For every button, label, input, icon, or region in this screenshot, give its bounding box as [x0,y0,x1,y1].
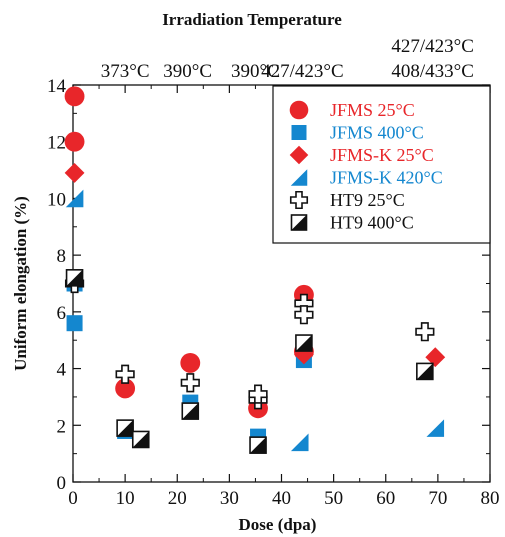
x-tick-label: 50 [324,488,343,509]
temperature-annotation: 408/433°C [391,61,474,82]
point-square [66,315,83,332]
point-halfsquare [249,436,267,454]
legend-marker-cross [289,190,309,210]
x-tick-label: 30 [220,488,239,509]
x-axis-label: Dose (dpa) [239,515,317,534]
temperature-annotation: 373°C [101,61,150,82]
temperature-annotation: 427/423°C [391,36,474,57]
point-cross [294,305,314,325]
y-axis-label: Uniform elongation (%) [11,196,30,371]
y-tick-label: 12 [47,133,66,154]
legend-marker-circle [289,100,309,120]
point-circle [180,352,201,373]
x-tick-label: 80 [481,488,500,509]
point-circle [64,131,85,152]
y-tick-label: 14 [47,76,67,97]
legend-marker-diamond [289,145,309,165]
point-halfsquare [65,269,84,287]
point-halfsquare [116,419,134,437]
point-triangle [65,189,84,208]
x-tick-label: 60 [376,488,395,509]
legend-label: JFMS 25°C [330,100,415,120]
x-tick-label: 20 [168,488,187,509]
point-cross [415,322,435,342]
point-cross [180,373,200,393]
legend-label: JFMS 400°C [330,123,424,143]
x-tick-label: 0 [68,488,78,509]
legend-marker-triangle [290,169,308,186]
y-tick-label: 6 [57,303,67,324]
temperature-annotation: 390°C [163,61,212,82]
y-tick-label: 0 [57,473,67,494]
point-cross [115,364,135,384]
y-tick-label: 4 [57,360,67,381]
temperature-annotation: 390°C [231,61,280,82]
legend-label: JFMS-K 420°C [330,168,443,188]
legend-label: HT9 400°C [330,213,414,233]
point-triangle [426,419,445,437]
x-tick-label: 10 [116,488,135,509]
point-diamond [425,347,446,368]
y-tick-label: 2 [57,416,67,437]
point-halfsquare [181,402,200,420]
top-axis-label: Irradiation Temperature [162,10,342,29]
legend-marker-square [291,125,307,140]
point-circle [64,86,85,107]
x-tick-label: 70 [428,488,447,509]
point-triangle [290,433,309,452]
legend-marker-halfsquare [290,214,308,231]
labels: 0 10 20 30 40 50 60 70 80 0 2 4 6 8 10 12 14 Dose (dpa) Un… [11,10,500,534]
data-points [64,86,446,454]
point-diamond [64,162,85,183]
x-tick-label: 40 [272,488,291,509]
y-tick-label: 8 [57,246,67,267]
y-tick-label: 10 [47,189,66,210]
point-halfsquare [131,430,150,449]
legend-label: JFMS-K 25°C [330,145,434,165]
legend-box [272,85,491,244]
temperature-annotation: 427/423°C [261,61,344,82]
point-halfsquare [416,362,434,381]
point-cross [248,384,268,404]
legend-label: HT9 25°C [330,190,405,210]
point-halfsquare [295,334,313,352]
point-circle [115,378,136,399]
